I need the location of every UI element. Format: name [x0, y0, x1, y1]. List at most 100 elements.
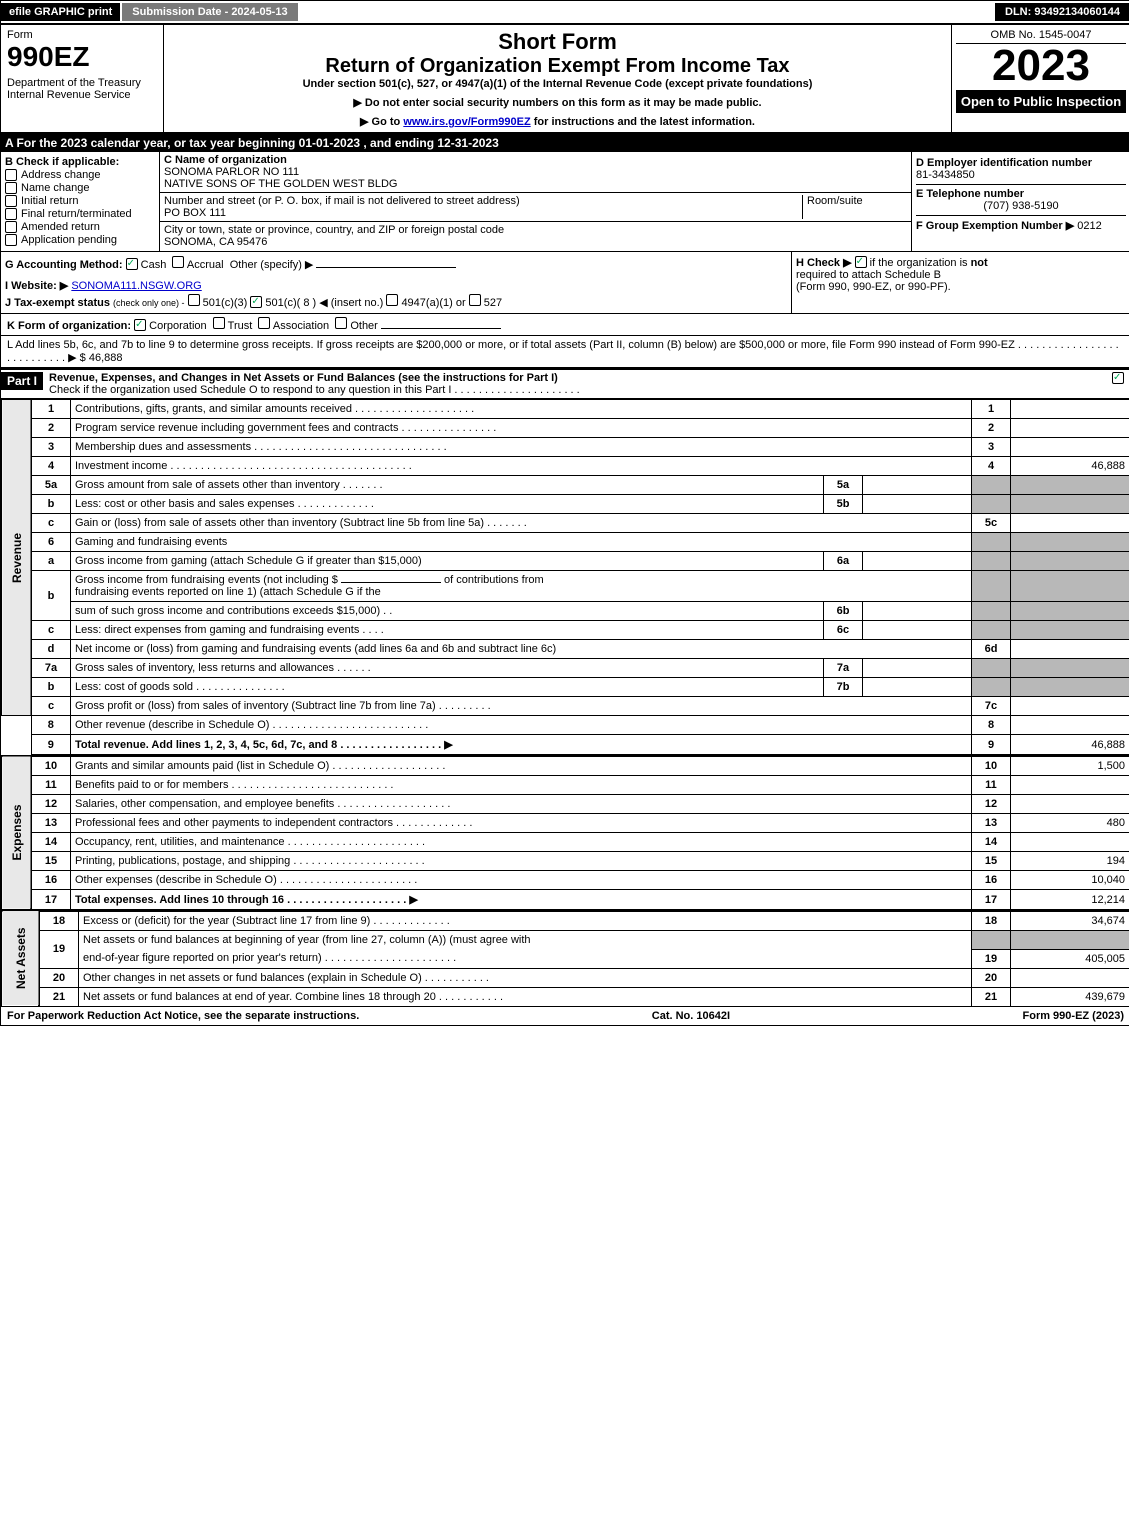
line-6b: b Gross income from fundraising events (…: [2, 571, 1129, 602]
c-label: C Name of organization: [164, 154, 287, 166]
ein-label: D Employer identification number: [916, 157, 1092, 169]
instr-2-suffix: for instructions and the latest informat…: [534, 116, 755, 128]
grp: 0212: [1077, 220, 1101, 232]
chk-527[interactable]: [469, 294, 481, 306]
line-5b: bLess: cost or other basis and sales exp…: [2, 495, 1129, 514]
line-5a: 5aGross amount from sale of assets other…: [2, 476, 1129, 495]
footer-center: Cat. No. 10642I: [652, 1010, 730, 1022]
header-center: Short Form Return of Organization Exempt…: [164, 25, 952, 132]
header-left: Form 990EZ Department of the Treasury In…: [1, 25, 164, 132]
instr-1: ▶ Do not enter social security numbers o…: [172, 96, 943, 109]
line-20: 20Other changes in net assets or fund ba…: [2, 968, 1129, 987]
part-i-check-text: Check if the organization used Schedule …: [49, 384, 580, 396]
h-not: not: [971, 257, 988, 269]
netassets-side-label: Net Assets: [2, 911, 40, 1006]
part-i-checkbox[interactable]: [1112, 372, 1129, 385]
chk-application-pending[interactable]: Application pending: [5, 234, 155, 246]
line-18: Net Assets 18Excess or (deficit) for the…: [2, 911, 1129, 931]
col-b-label: B Check if applicable:: [5, 156, 155, 168]
org-name-row: C Name of organization SONOMA PARLOR NO …: [160, 152, 911, 193]
dln: DLN: 93492134060144: [995, 3, 1129, 21]
g-other: Other (specify) ▶: [230, 259, 314, 271]
chk-4947[interactable]: [386, 294, 398, 306]
chk-other-org[interactable]: [335, 317, 347, 329]
row-g: G Accounting Method: Cash Accrual Other …: [1, 252, 791, 313]
h-text-2: required to attach Schedule B: [796, 269, 941, 281]
line-6: 6Gaming and fundraising events: [2, 533, 1129, 552]
section-a: A For the 2023 calendar year, or tax yea…: [1, 134, 1129, 152]
street-label: Number and street (or P. O. box, if mail…: [164, 195, 520, 207]
org-name-2: NATIVE SONS OF THE GOLDEN WEST BLDG: [164, 178, 398, 190]
header: Form 990EZ Department of the Treasury In…: [1, 25, 1129, 134]
city-row: City or town, state or province, country…: [160, 222, 911, 250]
city: SONOMA, CA 95476: [164, 236, 267, 248]
j-sub: (check only one) -: [113, 298, 185, 308]
short-form-title: Short Form: [172, 29, 943, 55]
line-21: 21Net assets or fund balances at end of …: [2, 987, 1129, 1006]
street: PO BOX 111: [164, 207, 226, 219]
col-d: D Employer identification number 81-3434…: [912, 152, 1129, 251]
dept: Department of the Treasury Internal Reve…: [7, 77, 157, 101]
chk-initial-return[interactable]: Initial return: [5, 195, 155, 207]
submission-date: Submission Date - 2024-05-13: [122, 3, 297, 21]
line-6c: cLess: direct expenses from gaming and f…: [2, 621, 1129, 640]
chk-amended-return[interactable]: Amended return: [5, 221, 155, 233]
line-7c: cGross profit or (loss) from sales of in…: [2, 697, 1129, 716]
chk-association[interactable]: [258, 317, 270, 329]
col-b: B Check if applicable: Address change Na…: [1, 152, 160, 251]
line-11: 11Benefits paid to or for members . . . …: [2, 776, 1129, 795]
revenue-table: Revenue 1 Contributions, gifts, grants, …: [1, 399, 1129, 755]
chk-501c[interactable]: [250, 296, 262, 308]
chk-final-return[interactable]: Final return/terminated: [5, 208, 155, 220]
footer: For Paperwork Reduction Act Notice, see …: [1, 1007, 1129, 1025]
line-14: 14Occupancy, rent, utilities, and mainte…: [2, 833, 1129, 852]
efile-print[interactable]: efile GRAPHIC print: [1, 3, 120, 21]
line-15: 15Printing, publications, postage, and s…: [2, 852, 1129, 871]
top-bar: efile GRAPHIC print Submission Date - 20…: [1, 1, 1129, 25]
chk-cash[interactable]: [126, 258, 138, 270]
org-name-1: SONOMA PARLOR NO 111: [164, 166, 299, 178]
header-right: OMB No. 1545-0047 2023 Open to Public In…: [952, 25, 1129, 132]
form-number: 990EZ: [7, 41, 157, 73]
part-i-header: Part I Revenue, Expenses, and Changes in…: [1, 368, 1129, 399]
line-8: 8Other revenue (describe in Schedule O) …: [2, 716, 1129, 735]
ein-row: D Employer identification number 81-3434…: [916, 154, 1126, 185]
chk-trust[interactable]: [213, 317, 225, 329]
chk-h[interactable]: [855, 256, 867, 268]
city-label: City or town, state or province, country…: [164, 224, 504, 236]
footer-right: Form 990-EZ (2023): [1023, 1010, 1124, 1022]
gh-row: G Accounting Method: Cash Accrual Other …: [1, 252, 1129, 314]
line-5c: cGain or (loss) from sale of assets othe…: [2, 514, 1129, 533]
line-6d: dNet income or (loss) from gaming and fu…: [2, 640, 1129, 659]
h-label: H Check ▶: [796, 257, 852, 269]
expenses-side-label: Expenses: [2, 756, 32, 910]
chk-name-change[interactable]: Name change: [5, 182, 155, 194]
row-h: H Check ▶ if the organization is not req…: [791, 252, 1129, 313]
k-label: K Form of organization:: [7, 320, 131, 332]
ein: 81-3434850: [916, 169, 975, 181]
chk-accrual[interactable]: [172, 256, 184, 268]
irs-link[interactable]: www.irs.gov/Form990EZ: [403, 116, 530, 128]
line-6b-2: sum of such gross income and contributio…: [2, 602, 1129, 621]
line-6a: aGross income from gaming (attach Schedu…: [2, 552, 1129, 571]
expenses-table: Expenses 10Grants and similar amounts pa…: [1, 755, 1129, 910]
tel-row: E Telephone number (707) 938-5190: [916, 185, 1126, 216]
j-label: J Tax-exempt status: [5, 297, 110, 309]
tel-label: E Telephone number: [916, 188, 1024, 200]
i-label: I Website: ▶: [5, 280, 68, 292]
chk-corporation[interactable]: [134, 319, 146, 331]
line-16: 16Other expenses (describe in Schedule O…: [2, 871, 1129, 890]
bcd-row: B Check if applicable: Address change Na…: [1, 152, 1129, 252]
website-link[interactable]: SONOMA111.NSGW.ORG: [71, 280, 201, 292]
street-row: Number and street (or P. O. box, if mail…: [160, 193, 911, 222]
chk-address-change[interactable]: Address change: [5, 169, 155, 181]
netassets-table: Net Assets 18Excess or (deficit) for the…: [1, 910, 1129, 1007]
open-to-public: Open to Public Inspection: [956, 90, 1126, 113]
chk-501c3[interactable]: [188, 294, 200, 306]
tel: (707) 938-5190: [916, 200, 1126, 212]
line-17: 17Total expenses. Add lines 10 through 1…: [2, 890, 1129, 910]
form-container: efile GRAPHIC print Submission Date - 20…: [0, 0, 1129, 1026]
instr-2: ▶ Go to www.irs.gov/Form990EZ for instru…: [172, 115, 943, 128]
row-k: K Form of organization: Corporation Trus…: [1, 314, 1129, 336]
revenue-side-label: Revenue: [2, 400, 32, 716]
